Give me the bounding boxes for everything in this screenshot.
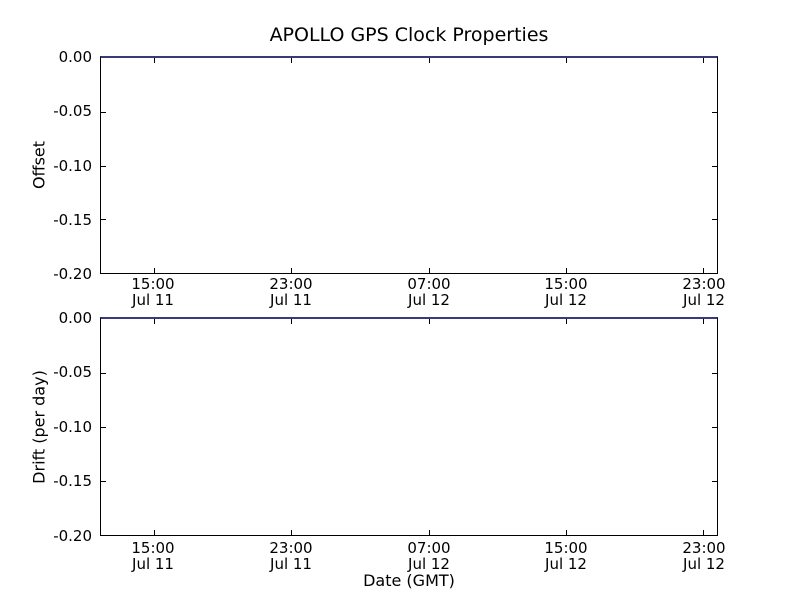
y-tick-mark-right [712,111,717,113]
y-tick-mark-right [712,481,717,482]
x-tick-time: 15:00 [544,539,588,557]
x-tick-mark-bottom [702,530,704,535]
x-tick-label: 07:00 Jul 12 [389,540,469,572]
x-tick-mark-bottom [291,530,293,535]
x-tick-mark-top [153,58,155,63]
x-tick-mark-bottom [153,530,155,535]
x-tick-mark-top [291,319,293,324]
plot-drift [100,317,718,536]
y-tick-label: -0.05 [53,363,92,381]
x-tick-time: 15:00 [131,275,175,293]
x-tick-mark-bottom [291,268,293,273]
x-tick-mark-top [702,58,704,63]
y-tick-label: -0.10 [53,157,92,175]
x-tick-time: 07:00 [407,539,451,557]
y-tick-mark-right [712,373,717,374]
y-tick-mark-right [712,165,717,167]
x-tick-mark-top [702,319,704,324]
x-tick-mark-bottom [566,268,568,273]
y-tick-label: 0.00 [58,48,92,66]
x-tick-time: 23:00 [682,539,726,557]
x-tick-label: 15:00 Jul 12 [526,540,606,572]
x-tick-label: 15:00 Jul 11 [113,540,193,572]
y-tick-label: -0.20 [53,265,92,283]
x-tick-date: Jul 12 [683,555,725,573]
y-tick-mark-left [101,427,106,428]
x-tick-time: 23:00 [269,275,313,293]
x-tick-date: Jul 12 [683,291,725,309]
x-tick-label: 15:00 Jul 12 [526,276,606,308]
plot-offset [100,56,718,274]
x-tick-mark-top [566,58,568,63]
x-tick-mark-top [291,58,293,63]
y-tick-mark-left [101,219,106,221]
y-tick-mark-left [101,165,106,167]
y-tick-mark-left [101,111,106,113]
y-tick-mark-left [101,481,106,482]
y-tick-label: -0.05 [53,102,92,120]
x-tick-date: Jul 12 [408,291,450,309]
x-tick-date: Jul 11 [132,291,174,309]
x-tick-date: Jul 12 [408,555,450,573]
x-tick-mark-bottom [153,268,155,273]
y-tick-mark-right [712,427,717,428]
chart-title: APOLLO GPS Clock Properties [269,24,549,46]
x-tick-mark-bottom [428,268,430,273]
x-tick-label: 15:00 Jul 11 [113,276,193,308]
x-tick-label: 23:00 Jul 12 [664,276,744,308]
x-tick-time: 23:00 [682,275,726,293]
y-tick-label: -0.20 [53,527,92,545]
x-tick-mark-bottom [702,268,704,273]
x-tick-time: 07:00 [407,275,451,293]
x-tick-mark-bottom [566,530,568,535]
y-tick-label: -0.15 [53,211,92,229]
x-tick-mark-bottom [428,530,430,535]
y-tick-mark-left [101,373,106,374]
x-tick-mark-top [428,58,430,63]
x-tick-label: 23:00 Jul 11 [251,540,331,572]
x-tick-mark-top [566,319,568,324]
x-axis-label: Date (GMT) [363,571,455,590]
x-tick-mark-top [428,319,430,324]
x-tick-label: 07:00 Jul 12 [389,276,469,308]
x-tick-date: Jul 11 [270,291,312,309]
x-tick-label: 23:00 Jul 11 [251,276,331,308]
y-tick-mark-right [712,219,717,221]
x-tick-time: 23:00 [269,539,313,557]
x-tick-label: 23:00 Jul 12 [664,540,744,572]
y-tick-label: -0.10 [53,418,92,436]
x-tick-date: Jul 11 [270,555,312,573]
y-tick-label: 0.00 [58,309,92,327]
x-tick-date: Jul 12 [545,555,587,573]
x-tick-date: Jul 12 [545,291,587,309]
x-tick-time: 15:00 [131,539,175,557]
x-tick-date: Jul 11 [132,555,174,573]
x-tick-mark-top [153,319,155,324]
x-tick-time: 15:00 [544,275,588,293]
y-tick-label: -0.15 [53,472,92,490]
